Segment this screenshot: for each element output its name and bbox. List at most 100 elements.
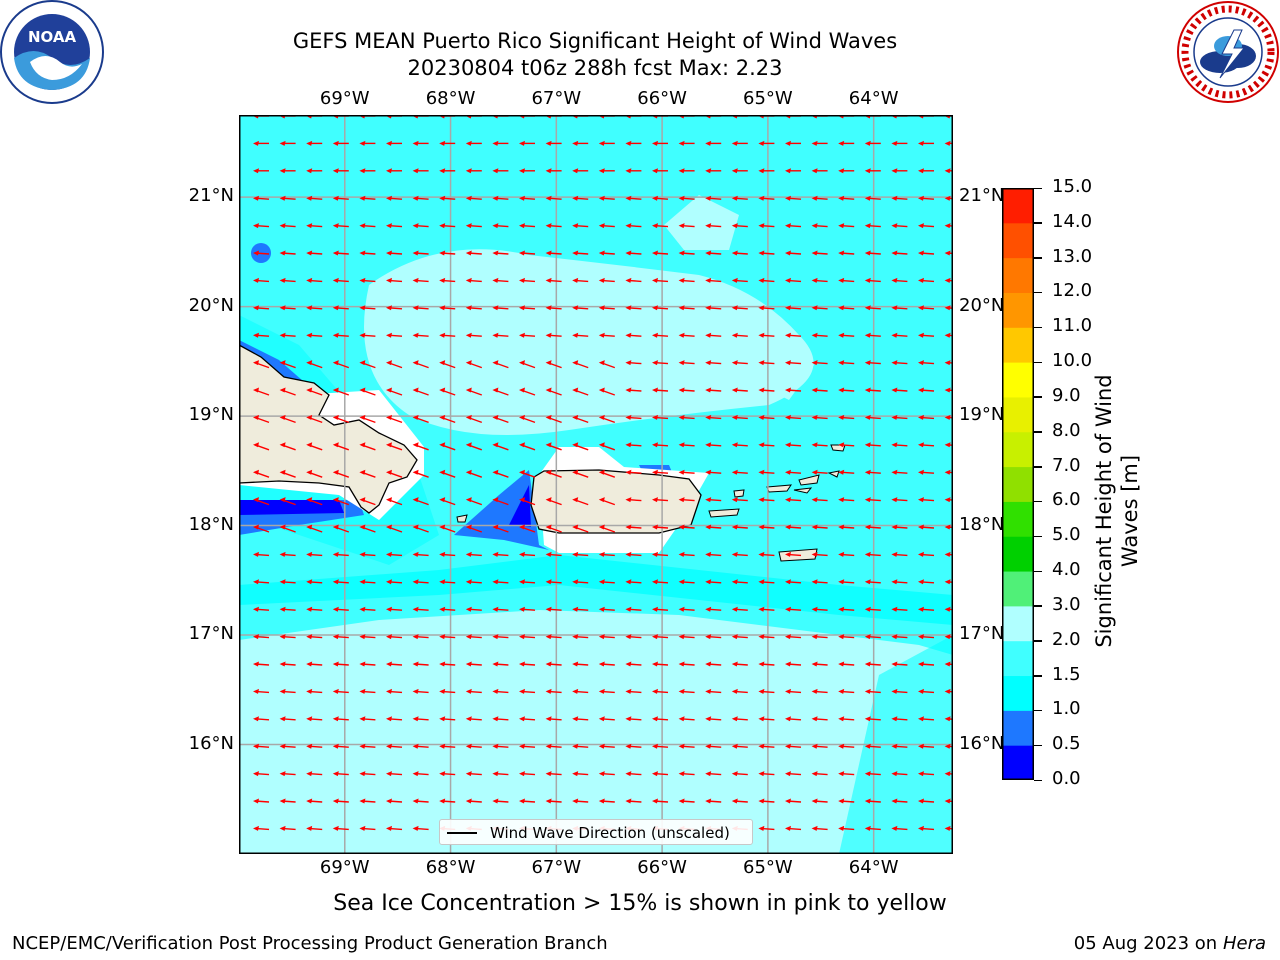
wave-direction-arrow (625, 140, 642, 146)
wave-direction-arrow (811, 579, 828, 585)
wave-direction-arrow (439, 497, 456, 506)
wave-direction-arrow (332, 360, 350, 369)
wave-direction-arrow (944, 140, 953, 146)
wave-direction-arrow (838, 250, 855, 256)
wave-direction-arrow (439, 688, 456, 694)
wave-direction-arrow (332, 305, 349, 311)
wave-direction-arrow (386, 168, 402, 174)
wave-direction-arrow (891, 360, 908, 366)
wave-direction-arrow (625, 332, 642, 338)
wave-direction-arrow (465, 360, 483, 369)
wave-direction-arrow (944, 387, 953, 393)
wave-direction-arrow (386, 551, 403, 557)
colorbar-segment (1002, 710, 1034, 746)
wave-direction-arrow (545, 223, 562, 229)
wave-direction-arrow (545, 798, 562, 804)
wave-direction-arrow (625, 277, 642, 283)
wave-direction-arrow (359, 825, 376, 831)
wave-direction-arrow (891, 168, 908, 174)
wave-direction-arrow (332, 743, 349, 749)
wave-direction-arrow (838, 661, 855, 667)
wave-direction-arrow (465, 332, 482, 338)
wave-direction-arrow (891, 579, 908, 585)
wave-direction-arrow (492, 771, 509, 777)
colorbar-tick-label: 9.0 (1052, 384, 1081, 406)
wave-direction-arrow (838, 716, 855, 722)
wave-direction-arrow (891, 798, 908, 804)
wave-direction-arrow (545, 250, 562, 256)
wave-direction-arrow (386, 524, 403, 533)
wave-direction-arrow (572, 195, 589, 201)
wave-direction-arrow (678, 305, 695, 311)
wave-direction-arrow (838, 798, 855, 804)
wave-direction-arrow (625, 387, 642, 393)
wave-direction-arrow (519, 469, 536, 478)
wave-direction-arrow (705, 250, 722, 256)
wave-direction-arrow (492, 469, 509, 478)
wave-direction-arrow (838, 387, 855, 393)
wave-direction-arrow (465, 497, 483, 506)
wave-direction-arrow (785, 798, 802, 804)
wave-direction-arrow (811, 634, 828, 640)
wave-direction-arrow (386, 250, 403, 256)
wave-direction-arrow (519, 688, 536, 694)
wave-direction-arrow (838, 743, 855, 749)
wave-direction-arrow (332, 798, 349, 804)
wave-direction-arrow (891, 305, 908, 311)
wave-zone-dark (239, 555, 953, 625)
wave-direction-arrow (758, 387, 775, 393)
wave-direction-arrow (705, 140, 722, 146)
wave-direction-arrow (678, 332, 695, 338)
wave-direction-arrow (652, 223, 669, 229)
colorbar-segment (1002, 222, 1034, 259)
wave-height-map (239, 115, 953, 854)
wave-direction-arrow (652, 195, 669, 201)
wave-direction-arrow (891, 743, 908, 749)
wave-direction-arrow (386, 661, 403, 667)
wave-direction-arrow (758, 414, 775, 420)
wave-direction-arrow (386, 414, 403, 424)
wave-direction-arrow (838, 606, 855, 612)
wave-direction-arrow (332, 414, 350, 424)
wave-direction-arrow (439, 168, 456, 174)
wave-zone-light (364, 249, 814, 435)
wave-direction-arrow (758, 825, 775, 831)
wave-direction-arrow (731, 743, 748, 749)
wave-direction-arrow (625, 551, 642, 557)
colorbar-tick-label: 5.0 (1052, 524, 1081, 546)
lon-tick-label: 66°W (637, 88, 687, 109)
wave-direction-arrow (652, 497, 669, 503)
wave-direction-arrow (572, 606, 589, 612)
wave-direction-arrow (572, 716, 589, 722)
colorbar-segment (1002, 466, 1034, 502)
wave-direction-arrow (465, 168, 482, 174)
wave-direction-arrow (678, 277, 695, 283)
wave-direction-arrow (545, 634, 562, 640)
lon-tick-label: 68°W (425, 88, 476, 109)
wave-direction-arrow (279, 825, 296, 831)
wave-direction-arrow (731, 579, 748, 585)
wave-direction-arrow (705, 332, 722, 338)
wave-direction-arrow (864, 798, 881, 804)
wave-direction-arrow (944, 168, 953, 174)
wave-direction-arrow (758, 606, 775, 612)
wave-direction-arrow (492, 497, 509, 506)
wave-direction-arrow (439, 798, 456, 804)
colorbar-segment (1002, 501, 1034, 537)
wave-direction-arrow (519, 798, 536, 804)
colorbar-tick-label: 10.0 (1052, 350, 1093, 372)
wave-direction-arrow (918, 332, 935, 338)
wave-direction-arrow (279, 716, 296, 722)
wave-direction-arrow (439, 277, 456, 283)
lat-tick-label: 18°N (188, 513, 234, 535)
wave-direction-arrow (412, 771, 429, 777)
colorbar-segment (1002, 362, 1034, 398)
wave-direction-arrow (598, 688, 615, 694)
wave-direction-arrow (864, 524, 881, 530)
lat-tick-label: 20°N (959, 294, 1005, 316)
wave-direction-arrow (705, 387, 722, 393)
wave-direction-arrow (598, 168, 615, 174)
wave-direction-arrow (652, 524, 669, 530)
wave-direction-arrow (306, 305, 323, 311)
wave-direction-arrow (332, 579, 349, 585)
